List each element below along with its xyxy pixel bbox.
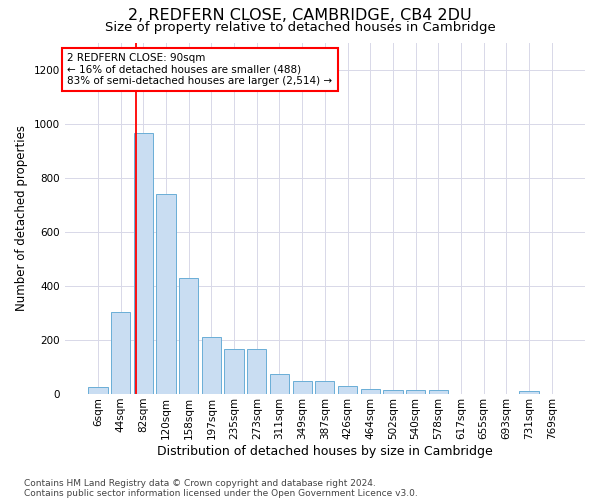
Bar xyxy=(361,389,380,394)
Text: 2 REDFERN CLOSE: 90sqm
← 16% of detached houses are smaller (488)
83% of semi-de: 2 REDFERN CLOSE: 90sqm ← 16% of detached… xyxy=(67,53,332,86)
Bar xyxy=(406,390,425,394)
Bar xyxy=(179,278,199,394)
Bar xyxy=(157,194,176,394)
Bar xyxy=(383,390,403,394)
Text: 2, REDFERN CLOSE, CAMBRIDGE, CB4 2DU: 2, REDFERN CLOSE, CAMBRIDGE, CB4 2DU xyxy=(128,8,472,23)
Bar xyxy=(293,381,312,394)
X-axis label: Distribution of detached houses by size in Cambridge: Distribution of detached houses by size … xyxy=(157,444,493,458)
Bar xyxy=(202,338,221,394)
Bar xyxy=(315,381,334,394)
Bar xyxy=(270,374,289,394)
Bar xyxy=(247,350,266,394)
Text: Contains HM Land Registry data © Crown copyright and database right 2024.
Contai: Contains HM Land Registry data © Crown c… xyxy=(24,479,418,498)
Bar xyxy=(134,133,153,394)
Text: Size of property relative to detached houses in Cambridge: Size of property relative to detached ho… xyxy=(104,21,496,34)
Bar xyxy=(88,388,107,394)
Bar xyxy=(338,386,357,394)
Bar xyxy=(520,390,539,394)
Bar xyxy=(224,350,244,394)
Bar xyxy=(428,390,448,394)
Bar xyxy=(111,312,130,394)
Y-axis label: Number of detached properties: Number of detached properties xyxy=(15,126,28,312)
